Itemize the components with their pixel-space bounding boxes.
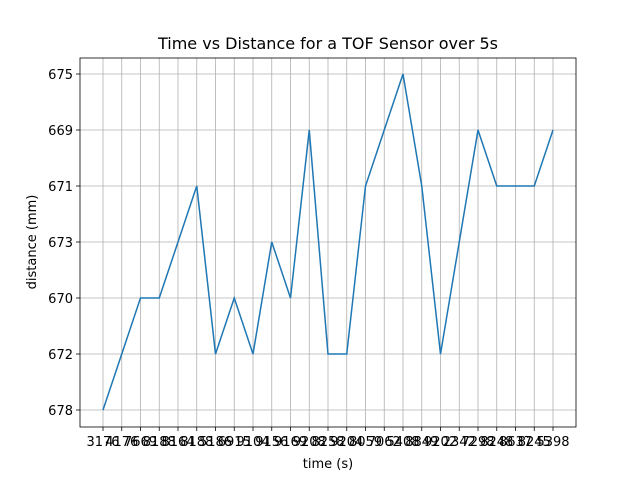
y-tick-label: 672 [48,348,73,363]
x-tick-label: 9202 [424,435,457,450]
y-tick-label: 678 [48,404,73,419]
x-tick-label: 2342 [443,435,476,450]
x-tick-label: 8059 [349,435,382,450]
y-tick-label: 669 [48,124,73,139]
y-axis-label: distance (mm) [25,195,40,290]
y-tick-label: 673 [48,236,73,251]
x-tick-label: 8164 [161,435,194,450]
x-tick-label: 9204 [330,435,363,450]
x-tick-label: 9169 [274,435,307,450]
x-tick-label: 4176 [105,435,138,450]
x-tick-label: 5186 [199,435,232,450]
data-line [102,73,554,411]
x-tick-label: 8637 [499,435,532,450]
chart-title: Time vs Distance for a TOF Sensor over 5… [157,34,498,53]
x-tick-label: 7298 [461,435,494,450]
x-tick-label: 7669 [124,435,157,450]
plot-frame [79,57,577,428]
x-tick-label: 5398 [536,435,569,450]
x-axis-label: time (s) [303,457,353,472]
x-tick-label: 8248 [480,435,513,450]
y-tick-label: 675 [48,68,73,83]
x-tick-label: 8849 [405,435,438,450]
x-tick-label: 3176 [86,435,119,450]
x-tick-label: 9208 [293,435,326,450]
x-tick-label: 8245 [518,435,551,450]
y-tick-label: 671 [48,180,73,195]
x-tick-label: 7062 [368,435,401,450]
x-tick-label: 9104 [236,435,269,450]
x-tick-label: 6915 [218,435,251,450]
x-tick-label: 5408 [386,435,419,450]
x-tick-label: 8258 [311,435,344,450]
x-tick-label: 8188 [143,435,176,450]
y-tick-label: 670 [48,292,73,307]
x-tick-label: 9156 [255,435,288,450]
x-tick-label: 8188 [180,435,213,450]
